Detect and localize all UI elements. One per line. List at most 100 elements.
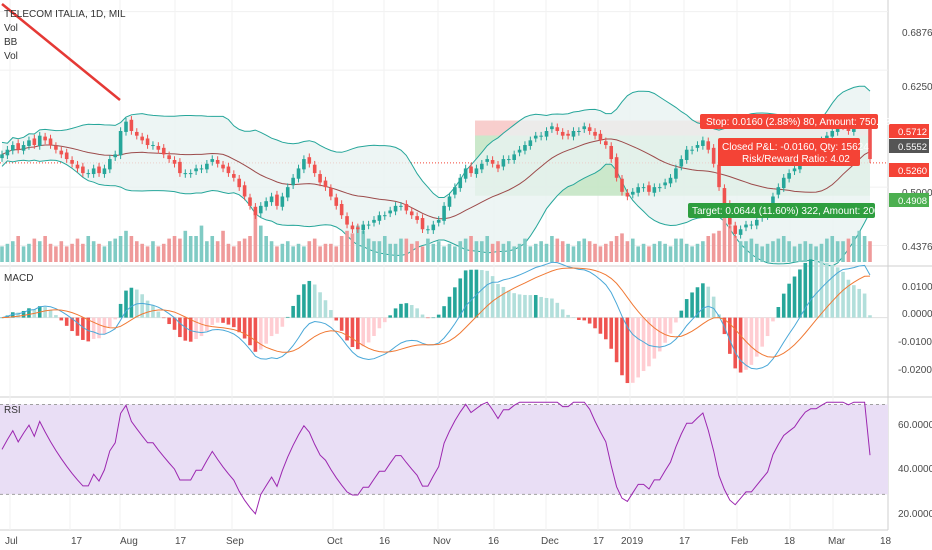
candle-body <box>59 150 64 155</box>
macd-histogram-bar <box>264 317 268 344</box>
macd-histogram-bar <box>356 317 360 350</box>
macd-histogram-bar <box>129 287 134 318</box>
macd-histogram-bar <box>695 287 700 318</box>
volume-bar <box>604 243 608 262</box>
trend-line[interactable] <box>1 3 121 101</box>
macd-histogram-bar <box>156 311 161 318</box>
volume-bar <box>75 238 80 262</box>
candle-body <box>517 149 522 153</box>
candle-body <box>0 154 4 159</box>
macd-tick-label: -0.0200 <box>898 365 932 376</box>
macd-histogram-bar <box>647 317 651 367</box>
candle-body <box>70 160 74 164</box>
candle-body <box>781 177 786 189</box>
candle-body <box>469 166 473 174</box>
macd-histogram-bar <box>771 317 775 322</box>
volume-bar <box>771 241 775 262</box>
macd-histogram-bar <box>248 317 252 346</box>
candle-body <box>604 141 608 146</box>
volume-bar <box>857 230 862 262</box>
volume-bar <box>366 238 371 262</box>
candle-body <box>663 182 667 186</box>
candle-body <box>577 131 581 132</box>
candle-body <box>27 140 31 146</box>
volume-bar <box>523 238 527 262</box>
macd-histogram-bar <box>194 317 198 339</box>
candle-body <box>172 160 177 164</box>
price-tick-label: 0.6876 <box>902 28 932 39</box>
candle-body <box>291 177 295 186</box>
macd-histogram-bar <box>593 317 597 329</box>
rsi-band-fill <box>0 404 888 495</box>
candle-body <box>706 141 711 150</box>
volume-bar <box>544 243 549 262</box>
time-axis[interactable]: Jul 17 Aug 17 Sep Oct 16 Nov 16 Dec 17 2… <box>5 536 892 547</box>
macd-histogram-bar <box>765 317 770 337</box>
candle-body <box>264 201 268 207</box>
macd-histogram-bar <box>781 293 786 318</box>
candle-body <box>792 168 797 172</box>
time-tick-label: 18 <box>880 536 892 547</box>
candle-body <box>733 225 738 234</box>
macd-histogram-bar <box>533 295 538 318</box>
volume-bar <box>593 243 597 262</box>
candle-body <box>453 187 457 195</box>
macd-histogram-bar <box>808 259 813 318</box>
macd-histogram-bar <box>415 308 419 318</box>
volume-bar <box>641 243 646 262</box>
volume-bar <box>269 241 274 262</box>
volume-bar <box>760 246 764 262</box>
macd-histogram-bar <box>663 317 667 343</box>
candle-body <box>404 203 409 211</box>
price-tick-label: 0.6250 <box>902 82 932 93</box>
candle-body <box>701 140 705 146</box>
candle-body <box>102 168 107 175</box>
macd-histogram-bar <box>641 317 646 372</box>
candle-body <box>528 140 533 146</box>
macd-histogram-bar <box>620 317 624 376</box>
macd-histogram-bar <box>512 293 516 318</box>
macd-histogram-bar <box>754 317 759 357</box>
candle-body <box>550 126 554 130</box>
candle-body <box>21 145 26 151</box>
macd-histogram-bar <box>528 295 533 318</box>
candle-body <box>75 164 80 169</box>
volume-bar <box>533 243 538 262</box>
candle-body <box>485 159 490 162</box>
candle-body <box>787 173 791 179</box>
candle-body <box>108 159 112 170</box>
macd-histogram-bar <box>372 317 376 337</box>
volume-bar <box>453 246 457 262</box>
candle-body <box>593 131 597 136</box>
volume-bar <box>846 238 851 262</box>
macd-histogram-bar <box>587 317 592 324</box>
time-tick-label: 17 <box>71 536 83 547</box>
candle-body <box>657 187 662 189</box>
volume-bar <box>630 238 635 262</box>
volume-bar <box>420 246 425 262</box>
trade-labels[interactable]: Stop: 0.0160 (2.88%) 80, Amount: 750.02 … <box>688 114 900 218</box>
volume-bar <box>323 243 328 262</box>
candle-body <box>474 168 479 175</box>
candle-body <box>86 173 91 175</box>
volume-bar <box>614 236 619 262</box>
volume-bar <box>436 241 441 262</box>
macd-histogram-bar <box>145 300 150 318</box>
candle-body <box>431 224 436 231</box>
candle-body <box>350 225 355 230</box>
volume-bar <box>43 236 47 262</box>
macd-histogram-bar <box>577 317 581 320</box>
candle-body <box>571 131 576 137</box>
candle-body <box>356 227 360 230</box>
candle-body <box>711 147 716 164</box>
badge-target-text: 0.4908 <box>898 196 927 207</box>
macd-histogram-bar <box>361 317 366 347</box>
macd-histogram-bar <box>582 317 587 321</box>
candle-body <box>161 147 166 155</box>
price-tick-label: 0.4376 <box>902 242 932 253</box>
time-tick-label: 17 <box>175 536 187 547</box>
candle-body <box>647 185 651 192</box>
volume-bar <box>307 241 312 262</box>
macd-histogram-bar <box>161 317 166 319</box>
